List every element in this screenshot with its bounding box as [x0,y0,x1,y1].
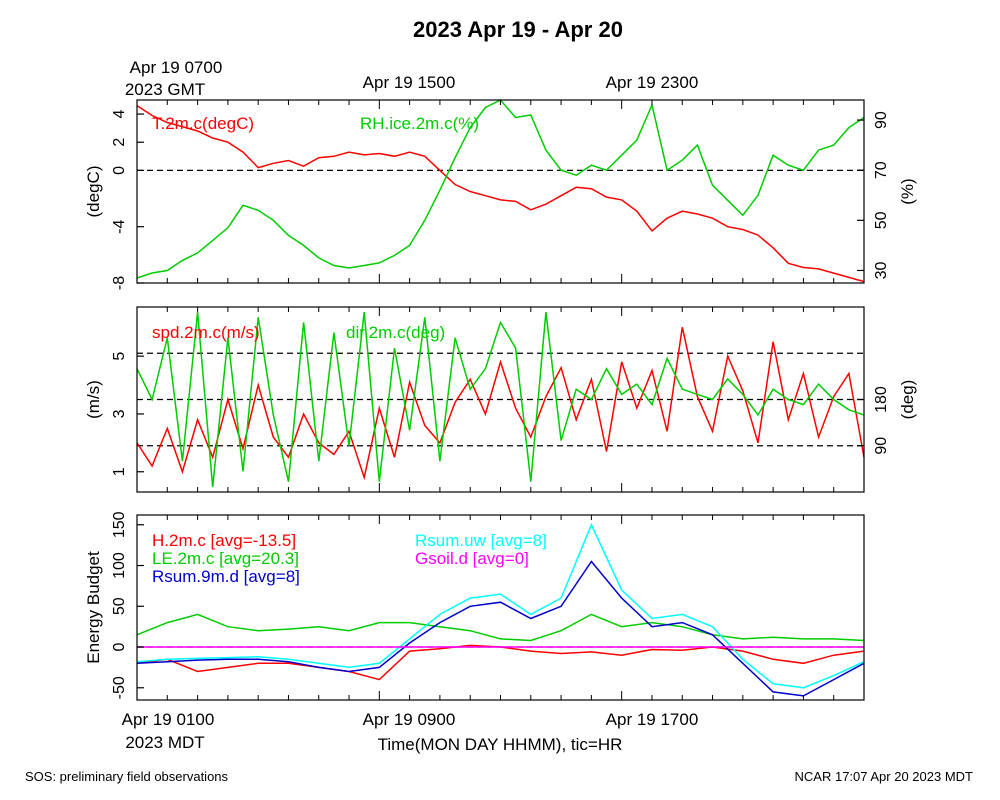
right-tick-label: 90 [873,437,890,455]
chart-title: 2023 Apr 19 - Apr 20 [413,17,623,42]
left-tick-label: -50 [111,676,128,699]
left-tick-label: 0 [111,166,128,175]
left-tick-label: 5 [111,352,128,361]
footer-right: NCAR 17:07 Apr 20 2023 MDT [795,769,974,784]
left-tick-label: 2 [111,138,128,147]
series-spd-2m-c-m-s [136,327,865,481]
left-axis-title: (degC) [84,166,103,218]
right-tick-label: 70 [873,161,890,179]
series-rsum-uw-avg-8 [136,522,865,689]
left-tick-label: 1 [111,467,128,476]
legend-spd-2m-c-m-s: spd.2m.c(m/s) [152,323,260,342]
left-tick-label: 50 [111,597,128,615]
right-tick-label: 180 [873,386,890,413]
left-tick-label: 0 [111,642,128,651]
legend-rsum-uw-avg-8: Rsum.uw [avg=8] [415,531,547,550]
series-t-2m-c-degc [136,104,865,283]
legend-h-2m-c-avg-13-5: H.2m.c [avg=-13.5] [152,531,296,550]
right-tick-label: 90 [873,111,890,129]
top-time-label-1-line1: Apr 19 0700 [130,58,223,77]
left-tick-label: 100 [111,552,128,579]
left-tick-label: -8 [111,276,128,290]
panel-wind: spd.2m.c(m/s) dir.2m.c(deg) 5 3 1 (m/s) 180 90 (… [84,306,917,493]
left-tick-label: 150 [111,511,128,538]
top-time-label-1-line2: 2023 GMT [125,80,205,99]
legend-rsum-9m-d-avg-8: Rsum.9m.d [avg=8] [152,567,300,586]
series-le-2m-c-avg-20-3 [136,613,865,642]
left-axis-title: Energy Budget [84,551,103,664]
left-tick-label: -4 [111,219,128,233]
top-time-label-2: Apr 19 1500 [363,73,456,92]
top-time-label-3: Apr 19 2300 [606,73,699,92]
right-axis-title: (deg) [898,380,917,420]
x-axis-label: Time(MON DAY HHMM), tic=HR [378,735,623,754]
legend-gsoil-d-avg-0: Gsoil.d [avg=0] [415,549,529,568]
bottom-time-label-2: Apr 19 0900 [363,710,456,729]
left-axis-title: (m/s) [84,380,103,419]
bottom-time-label-1-line2: 2023 MDT [125,733,204,752]
footer-left: SOS: preliminary field observations [25,769,229,784]
right-tick-label: 30 [873,261,890,279]
bottom-time-label-1: Apr 19 0100 [122,710,215,729]
series-rsum-9m-d-avg-8 [136,560,865,697]
left-tick-label: 3 [111,409,128,418]
legend-t-2m-c-degc: T.2m.c(degC) [152,114,254,133]
legend-dir-2m-c-deg: dir.2m.c(deg) [346,323,445,342]
right-tick-label: 50 [873,211,890,229]
legend-rh-ice-2m-c: RH.ice.2m.c(%) [360,114,479,133]
right-axis-title: (%) [898,178,917,204]
left-tick-label: 4 [111,110,128,119]
series-dir-2m-c-deg [136,312,865,487]
bottom-time-label-3: Apr 19 1700 [606,710,699,729]
legend-le-2m-c-avg-20-3: LE.2m.c [avg=20.3] [152,549,299,568]
panel-energy-budget: H.2m.c [avg=-13.5]LE.2m.c [avg=20.3]Rsum… [84,511,865,701]
panel-temperature-humidity: T.2m.c(degC) RH.ice.2m.c(%) 4 2 0 -4 -8 (degC) 9… [84,99,917,290]
